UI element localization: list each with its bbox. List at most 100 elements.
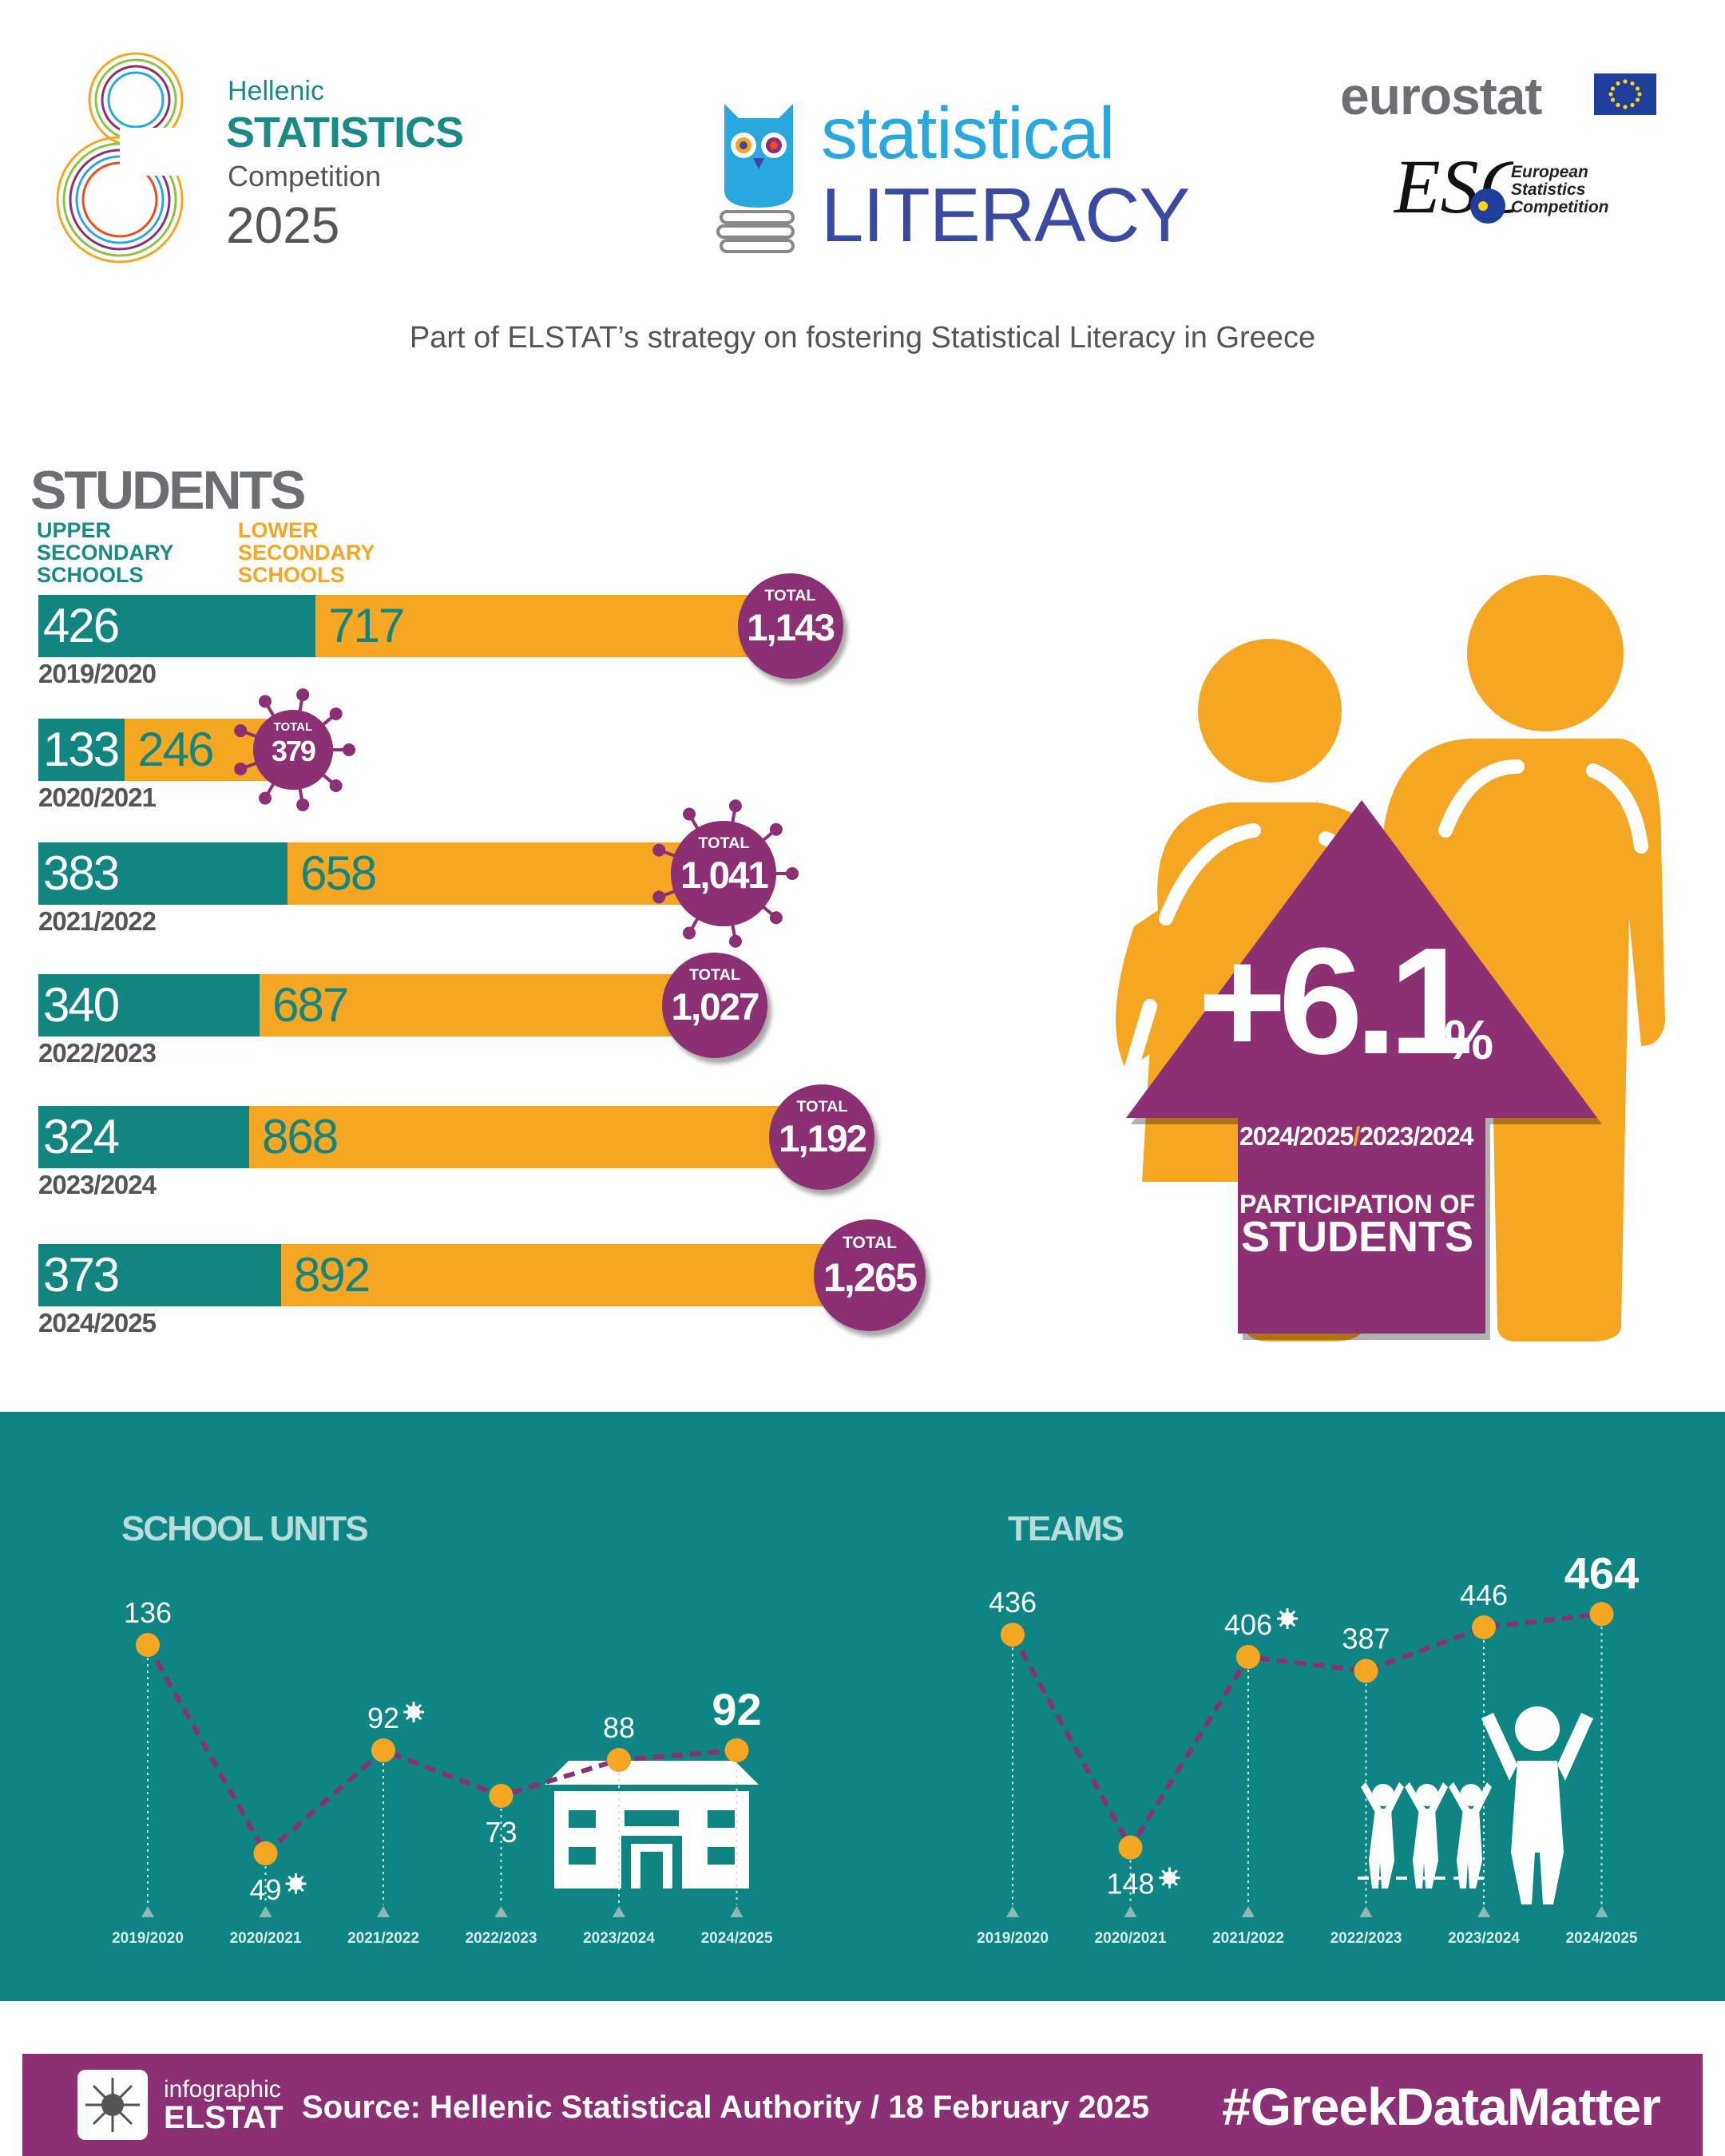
total-label: TOTAL [796,1098,848,1116]
tagline: Part of ELSTAT’s strategy on fostering S… [409,321,1316,355]
teams-people-icon [1358,1706,1593,1904]
bar-upper-2022/2023 [38,974,260,1036]
total-value: 1,143 [747,606,835,649]
point-2019/2020 [1001,1623,1025,1647]
point-2024/2025 [1589,1602,1614,1627]
value-label-2022/2023: 73 [485,1816,517,1849]
owl-books-icon [716,104,795,253]
value-label-2023/2024: 88 [603,1711,635,1744]
eu-flag-icon [1594,73,1656,115]
value-label-2021/2022: 406 [1224,1608,1272,1641]
year-2024/2025: 2024/2025 [38,1308,157,1338]
point-2020/2021 [253,1841,278,1865]
value-label-2023/2024: 446 [1460,1579,1508,1611]
bar-upper-2023/2024 [38,1106,250,1168]
year-2022/2023: 2022/2023 [38,1038,157,1068]
value-label-2022/2023: 387 [1342,1623,1390,1655]
growth-arrow-icon [1126,800,1602,1340]
axis-tick [1477,1906,1490,1917]
legend-lower-secondary: LOWER SECONDARY SCHOOLS [238,518,375,587]
year-2020/2021: 2020/2021 [38,783,157,812]
competition-year: 2025 [226,196,340,254]
bar-lower-2019/2020 [315,595,783,657]
x-label-2020/2021: 2020/2021 [1095,1930,1167,1947]
value-upper-2019/2020: 426 [43,599,120,652]
esc-line3: Competition [1511,198,1609,216]
pct-period-a: 2024/2025 [1239,1122,1354,1151]
footer-source: Source: Hellenic Statistical Authority /… [302,2090,1150,2125]
bar-upper-2021/2022 [38,842,288,905]
footer-elstat: ELSTAT [164,2100,284,2135]
students-heading: STUDENTS [30,460,306,521]
x-label-2021/2022: 2021/2022 [347,1930,419,1947]
point-2019/2020 [136,1633,160,1657]
school-building-icon [545,1761,759,1888]
esc-text: European Statistics Competition [1511,164,1608,216]
axis-tick [1006,1906,1019,1917]
value-label-2019/2020: 436 [989,1586,1037,1619]
literacy-word1: statistical [821,93,1115,174]
value-label-2020/2021: 49 [249,1873,281,1906]
value-upper-2022/2023: 340 [43,978,120,1032]
value-lower-2022/2023: 687 [272,978,349,1032]
trend-line [145,1643,737,1857]
esc-line2: Statistics [1511,180,1586,199]
bar-lower-2022/2023 [260,974,707,1036]
bar-lower-2023/2024 [249,1106,815,1168]
total-label: TOTAL [842,1234,897,1253]
axis-tick [1124,1906,1137,1917]
bar-upper-2019/2020 [38,595,316,657]
x-label-2021/2022: 2021/2022 [1212,1930,1284,1947]
x-label-2019/2020: 2019/2020 [977,1930,1049,1947]
value-lower-2020/2021: 246 [137,723,214,776]
value-label-2024/2025: 92 [712,1684,761,1734]
value-label-2019/2020: 136 [124,1596,172,1629]
line-charts: 2019/2020 2020/2021 2021/2022 2022/2023 2023… [112,1548,1639,1947]
pct-value: +6.1 [1198,917,1473,1086]
axis-tick [141,1906,154,1917]
x-label-2022/2023: 2022/2023 [1330,1930,1402,1947]
students-bar-chart: 426 717 2019/2020 TOTAL 1,143 133 246 2020/2021… [0,0,1038,1373]
teams-title: TEAMS [1008,1509,1124,1548]
total-value: 379 [271,735,316,767]
axis-tick [1242,1906,1255,1917]
value-upper-2021/2022: 383 [43,846,120,900]
footer-hashtag: #GreekDataMatter [1222,2077,1661,2136]
value-lower-2019/2020: 717 [328,599,405,652]
point-2021/2022 [1236,1644,1260,1669]
pct-sign: % [1444,1009,1494,1071]
virus-icon [1159,1867,1180,1888]
total-label: TOTAL [273,720,313,734]
total-badge-2024/2025: TOTAL 1,265 [813,1219,926,1331]
competition-line3: Competition [228,160,382,192]
bar-lower-2024/2025 [280,1244,862,1306]
competition-line2: STATISTICS [226,109,464,157]
point-2024/2025 [724,1738,749,1762]
literacy-word2: LITERACY [821,172,1190,258]
esc-logo-mark: ESC [1394,144,1513,229]
total-badge-2023/2024: TOTAL 1,192 [769,1084,875,1190]
total-value: 1,265 [823,1254,918,1301]
legend-upper-secondary: UPPER SECONDARY SCHOOLS [37,518,174,587]
value-lower-2024/2025: 892 [293,1248,371,1302]
x-label-2024/2025: 2024/2025 [701,1930,773,1947]
axis-tick [730,1906,744,1917]
total-value: 1,192 [779,1117,867,1160]
x-label-2024/2025: 2024/2025 [1566,1930,1638,1947]
value-label-2024/2025: 464 [1564,1548,1639,1598]
point-2022/2023 [489,1784,514,1808]
trend-line [1010,1611,1602,1853]
students-label: STUDENTS [1241,1213,1474,1261]
point-2020/2021 [1118,1835,1143,1860]
total-badge-2021/2022: TOTAL 1,041 [671,821,777,926]
esc-line1: European [1511,163,1588,181]
total-value: 1,041 [680,854,769,897]
total-value: 1,027 [671,985,760,1028]
value-upper-2024/2025: 373 [43,1248,120,1302]
axis-tick [1359,1906,1373,1917]
bar-upper-2020/2021 [38,719,125,781]
x-label-2020/2021: 2020/2021 [230,1930,302,1947]
virus-icon [285,1873,307,1894]
bar-upper-2024/2025 [38,1244,281,1306]
competition-line1: Hellenic [228,76,324,106]
